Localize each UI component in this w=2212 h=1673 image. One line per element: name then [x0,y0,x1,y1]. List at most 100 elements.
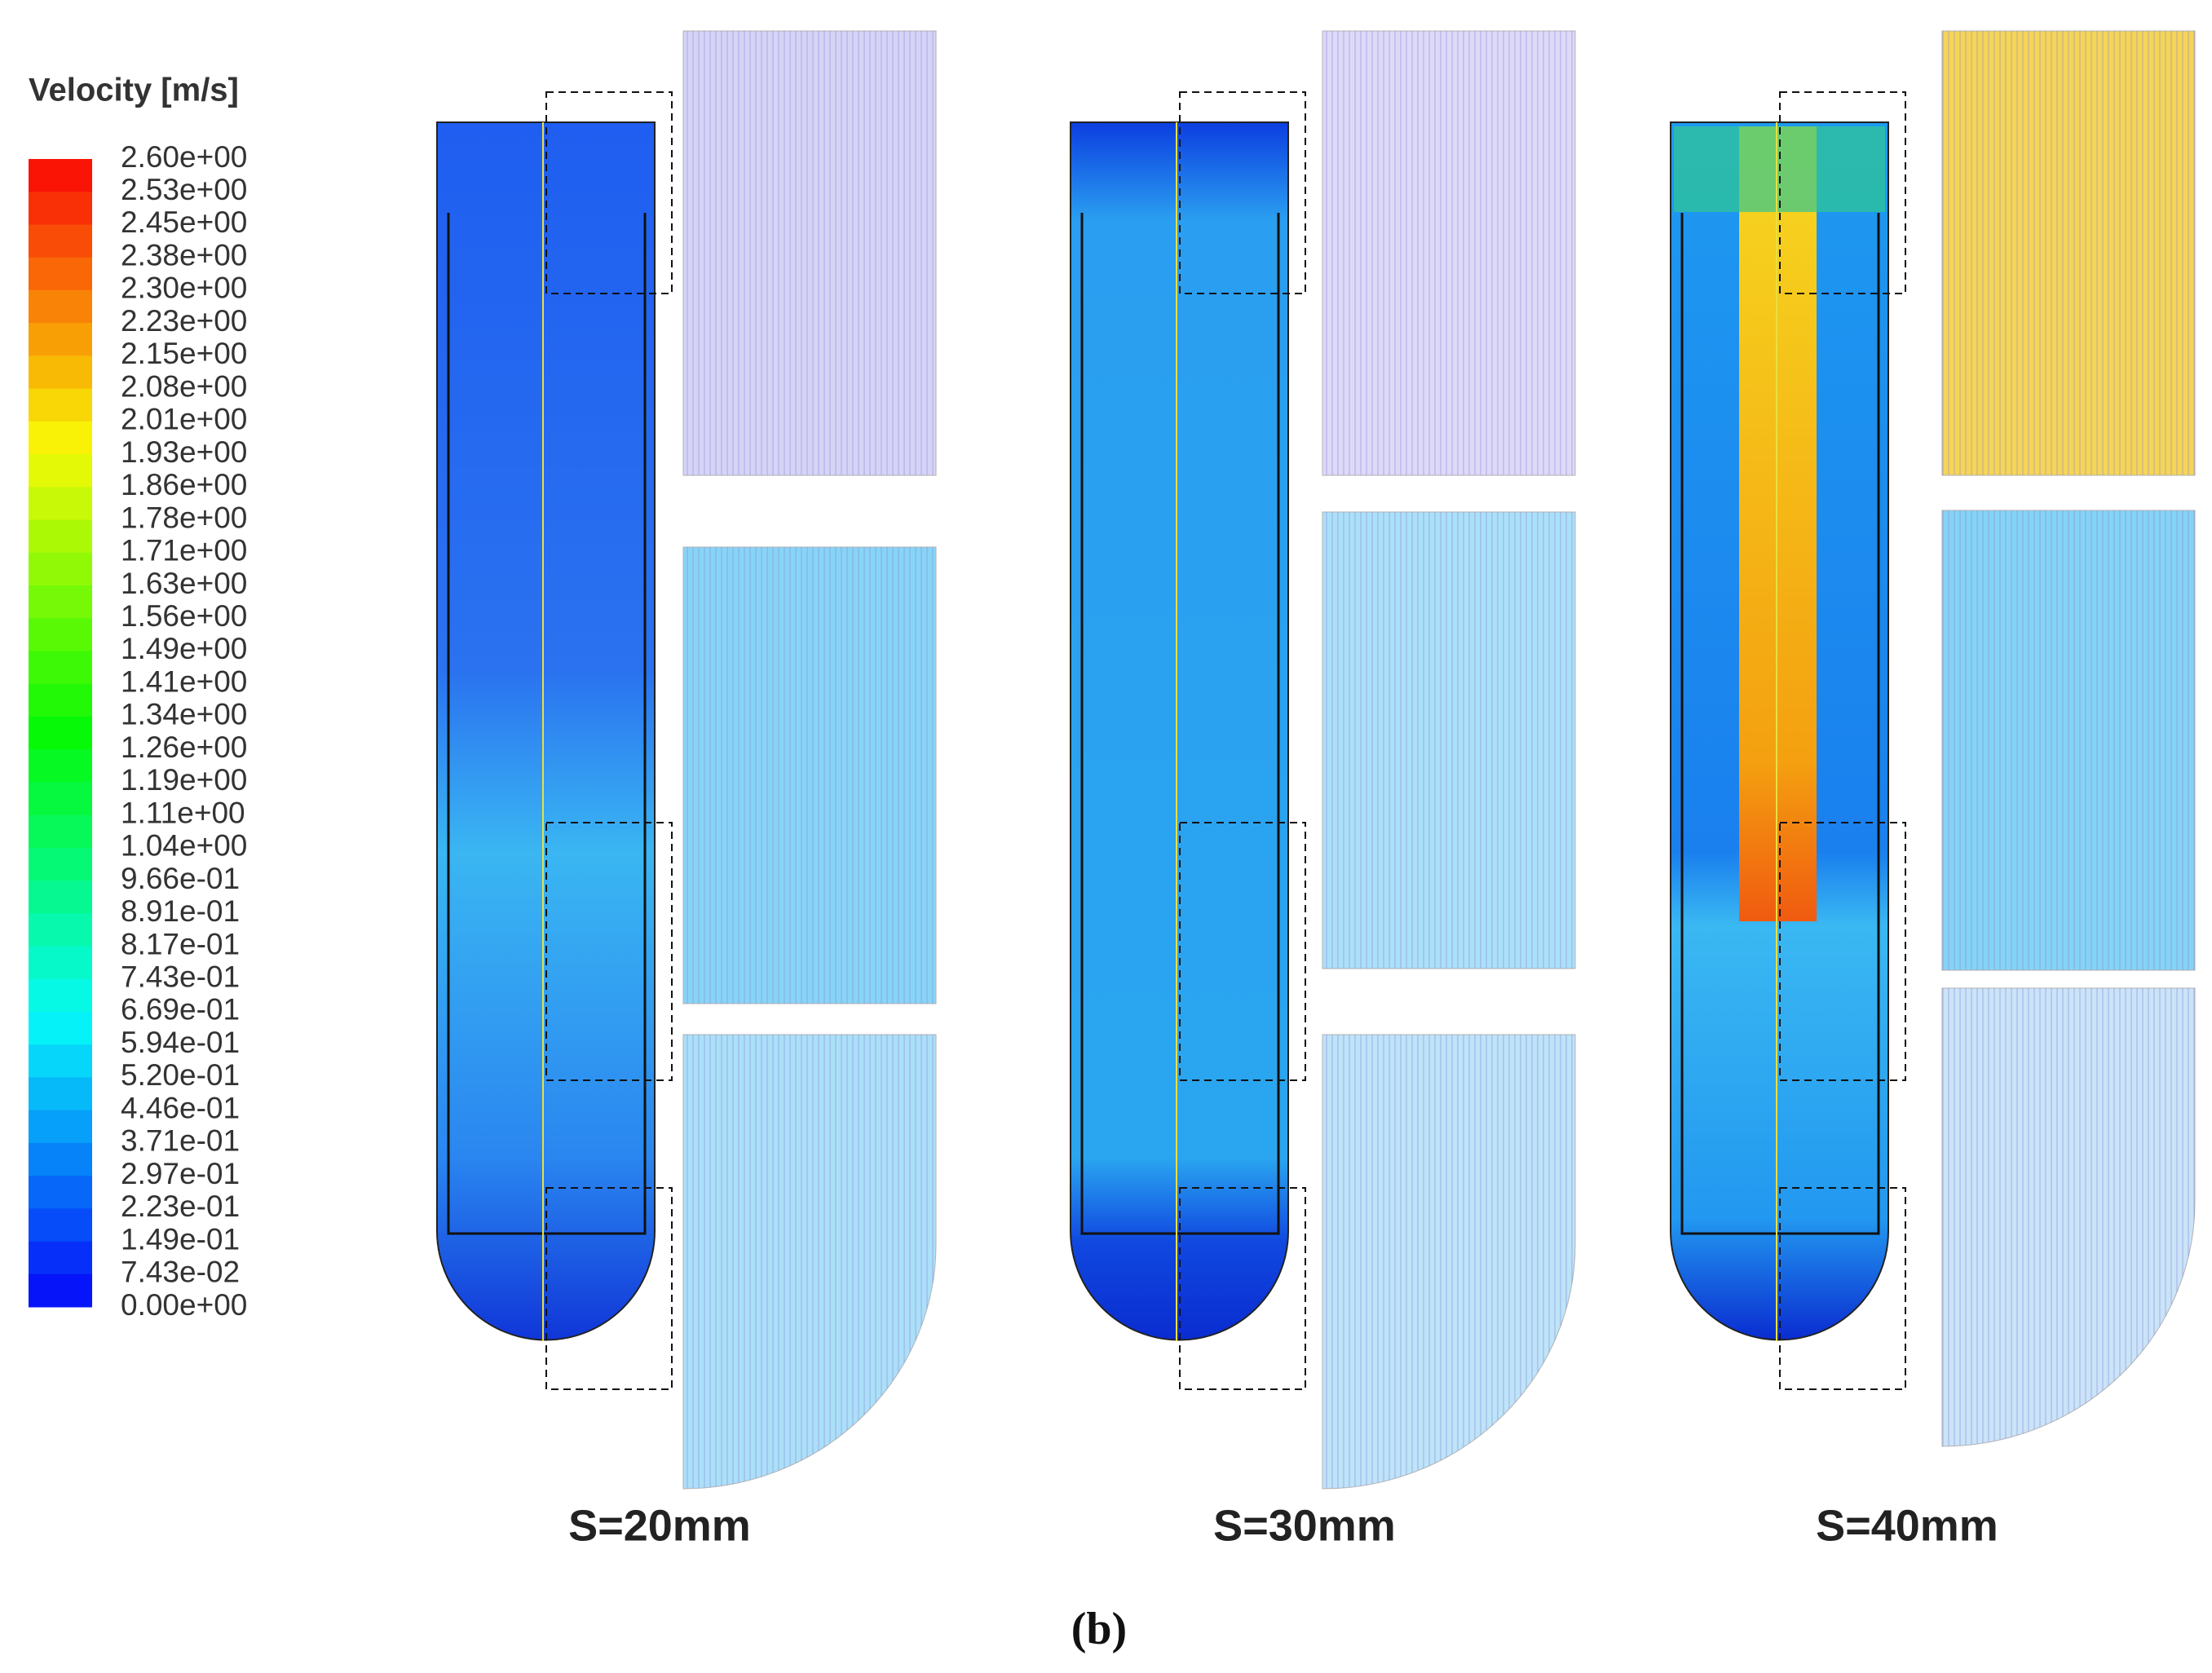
colorbar-band [29,1011,92,1045]
legend-label: 2.15e+00 [121,337,247,370]
legend-label: 1.71e+00 [121,534,247,567]
colorbar-band [29,421,92,455]
legend-label: 1.86e+00 [121,468,247,501]
colorbar-band [29,323,92,356]
legend-label: 1.93e+00 [121,435,247,469]
colorbar-band [29,978,92,1013]
legend-label: 1.49e+00 [121,632,247,665]
legend-label: 2.45e+00 [121,205,247,239]
legend-label: 1.41e+00 [121,664,247,698]
legend-label: 2.08e+00 [121,369,247,403]
zoom-box [1179,822,1306,1081]
colorbar-band [29,881,92,914]
legend-label: 1.34e+00 [121,698,247,731]
zoom-box [1779,91,1906,294]
panel-caption: S=20mm [568,1501,751,1550]
legend-label: 7.43e-01 [121,960,240,993]
colorbar-band [29,585,92,619]
colorbar-band [29,454,92,488]
legend-label: 2.23e+00 [121,304,247,338]
legend-title: Velocity [m/s] [29,73,239,108]
colorbar-band [29,487,92,521]
legend-label: 1.26e+00 [121,731,247,764]
legend-label: 1.19e+00 [121,763,247,797]
vector-field [1942,988,2195,1446]
zoom-box [1179,1187,1306,1390]
colorbar-band [29,618,92,651]
legend-label: 2.53e+00 [121,173,247,206]
panel-caption: S=30mm [1213,1501,1396,1550]
legend-label: 2.38e+00 [121,238,247,271]
zoom-box [545,1187,673,1390]
vector-field [1942,31,2195,475]
panel-caption: S=40mm [1816,1501,1998,1550]
jet-core [1739,126,1817,921]
inner-tube [1080,213,1280,1235]
legend-label: 2.30e+00 [121,271,247,305]
legend-label: 2.01e+00 [121,403,247,436]
legend-label: 1.56e+00 [121,599,247,633]
vector-field [683,547,936,1004]
colorbar-band [29,1142,92,1176]
colorbar-band [29,1044,92,1078]
colorbar-band [29,946,92,980]
zoom-box [545,91,673,294]
legend-label: 9.66e-01 [121,862,240,895]
vector-field [1322,31,1575,475]
zoom-box [1179,91,1306,294]
legend-label: 1.04e+00 [121,829,247,863]
zoom-box [1779,822,1906,1081]
colorbar-band [29,224,92,258]
legend-label: 7.43e-02 [121,1256,240,1289]
colorbar: 2.60e+002.53e+002.45e+002.38e+002.30e+00… [29,140,247,1322]
colorbar-band [29,1077,92,1111]
inner-tube [1680,213,1880,1235]
colorbar-band [29,651,92,685]
colorbar-band [29,289,92,324]
colorbar-band [29,847,92,881]
colorbar-band [29,1274,92,1308]
panel: S=30mm [1070,30,1576,1550]
colorbar-band [29,814,92,849]
zoom-box [1779,1187,1906,1390]
colorbar-band [29,683,92,717]
colorbar-band [29,1110,92,1144]
contour [436,121,656,1341]
vector-field [1322,512,1575,969]
legend-label: 2.60e+00 [121,140,247,174]
legend-label: 3.71e-01 [121,1124,240,1158]
colorbar-band [29,519,92,554]
legend-label: 5.20e-01 [121,1058,240,1092]
legend-label: 4.46e-01 [121,1091,240,1124]
legend-label: 1.63e+00 [121,567,247,600]
colorbar-band [29,1176,92,1209]
legend-label: 0.00e+00 [121,1288,247,1322]
colorbar-band [29,552,92,586]
inner-tube [447,213,647,1235]
panel: S=20mm [436,30,937,1550]
legend-label: 2.97e-01 [121,1157,240,1190]
vector-field [683,31,936,475]
colorbar-band [29,355,92,390]
zoom-box [545,822,673,1081]
figure-label: (b) [1071,1604,1127,1654]
colorbar-band [29,782,92,816]
legend-label: 1.11e+00 [121,796,245,829]
panels: S=20mm S=30mm S=40mm [436,30,2196,1550]
colorbar-band [29,192,92,225]
colorbar-band [29,716,92,750]
colorbar-band [29,1208,92,1243]
colorbar-band [29,1241,92,1275]
contour [1070,121,1289,1341]
colorbar-band [29,749,92,783]
legend-label: 6.69e-01 [121,993,240,1026]
legend-label: 5.94e-01 [121,1026,240,1059]
colorbar-band [29,257,92,291]
legend-label: 2.23e-01 [121,1190,240,1223]
legend-label: 8.17e-01 [121,927,240,960]
legend-label: 1.78e+00 [121,501,247,534]
legend-label: 8.91e-01 [121,894,240,928]
legend-label: 1.49e-01 [121,1222,240,1256]
colorbar-band [29,913,92,947]
